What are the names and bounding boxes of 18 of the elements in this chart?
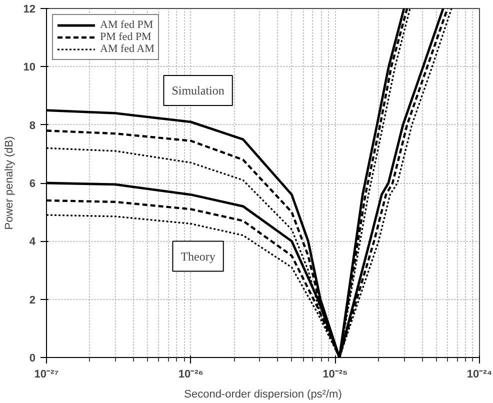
y-tick-label: 12 (23, 4, 36, 16)
annotation: Simulation (172, 84, 224, 98)
x-tick-label: 10⁻²⁶ (178, 368, 204, 380)
y-tick-label: 0 (29, 352, 36, 364)
y-tick-label: 4 (29, 236, 36, 248)
x-tick-label: 10⁻²⁷ (34, 368, 60, 380)
annotation: Theory (180, 249, 216, 264)
x-tick-label: 10⁻²⁴ (466, 368, 492, 380)
y-tick-label: 2 (29, 294, 36, 306)
y-axis-title: Power penalty (dB) (3, 136, 16, 230)
y-tick-label: 6 (29, 178, 36, 190)
legend-label: AM fed AM (100, 43, 154, 55)
y-tick-label: 8 (29, 120, 36, 132)
legend-label: AM fed PM (100, 19, 154, 31)
legend-label: PM fed PM (100, 31, 152, 43)
x-axis-title: Second-order dispersion (ps²/m) (184, 388, 342, 400)
y-tick-label: 10 (23, 62, 36, 74)
x-tick-label: 10⁻²⁵ (322, 368, 348, 380)
